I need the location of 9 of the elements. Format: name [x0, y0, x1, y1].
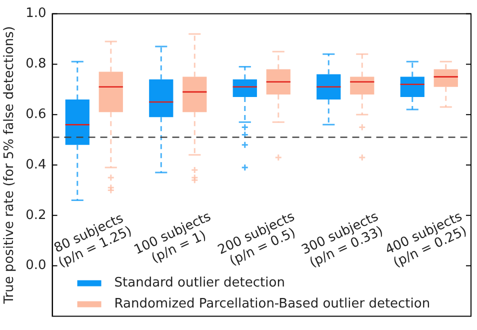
- y-tick-label: 0.2: [26, 208, 46, 223]
- y-axis-title: True positive rate (for 5% false detections): [2, 26, 18, 305]
- legend-label: Randomized Parcellation-Based outlier detection: [114, 296, 430, 312]
- y-tick-label: 1.0: [26, 6, 46, 22]
- legend-label: Standard outlier detection: [114, 276, 285, 291]
- y-tick-label: 0.8: [26, 56, 46, 72]
- y-tick-label: 0.4: [26, 157, 46, 172]
- y-tick-label: 0.6: [26, 106, 46, 122]
- y-tick-label: 0.0: [26, 258, 46, 274]
